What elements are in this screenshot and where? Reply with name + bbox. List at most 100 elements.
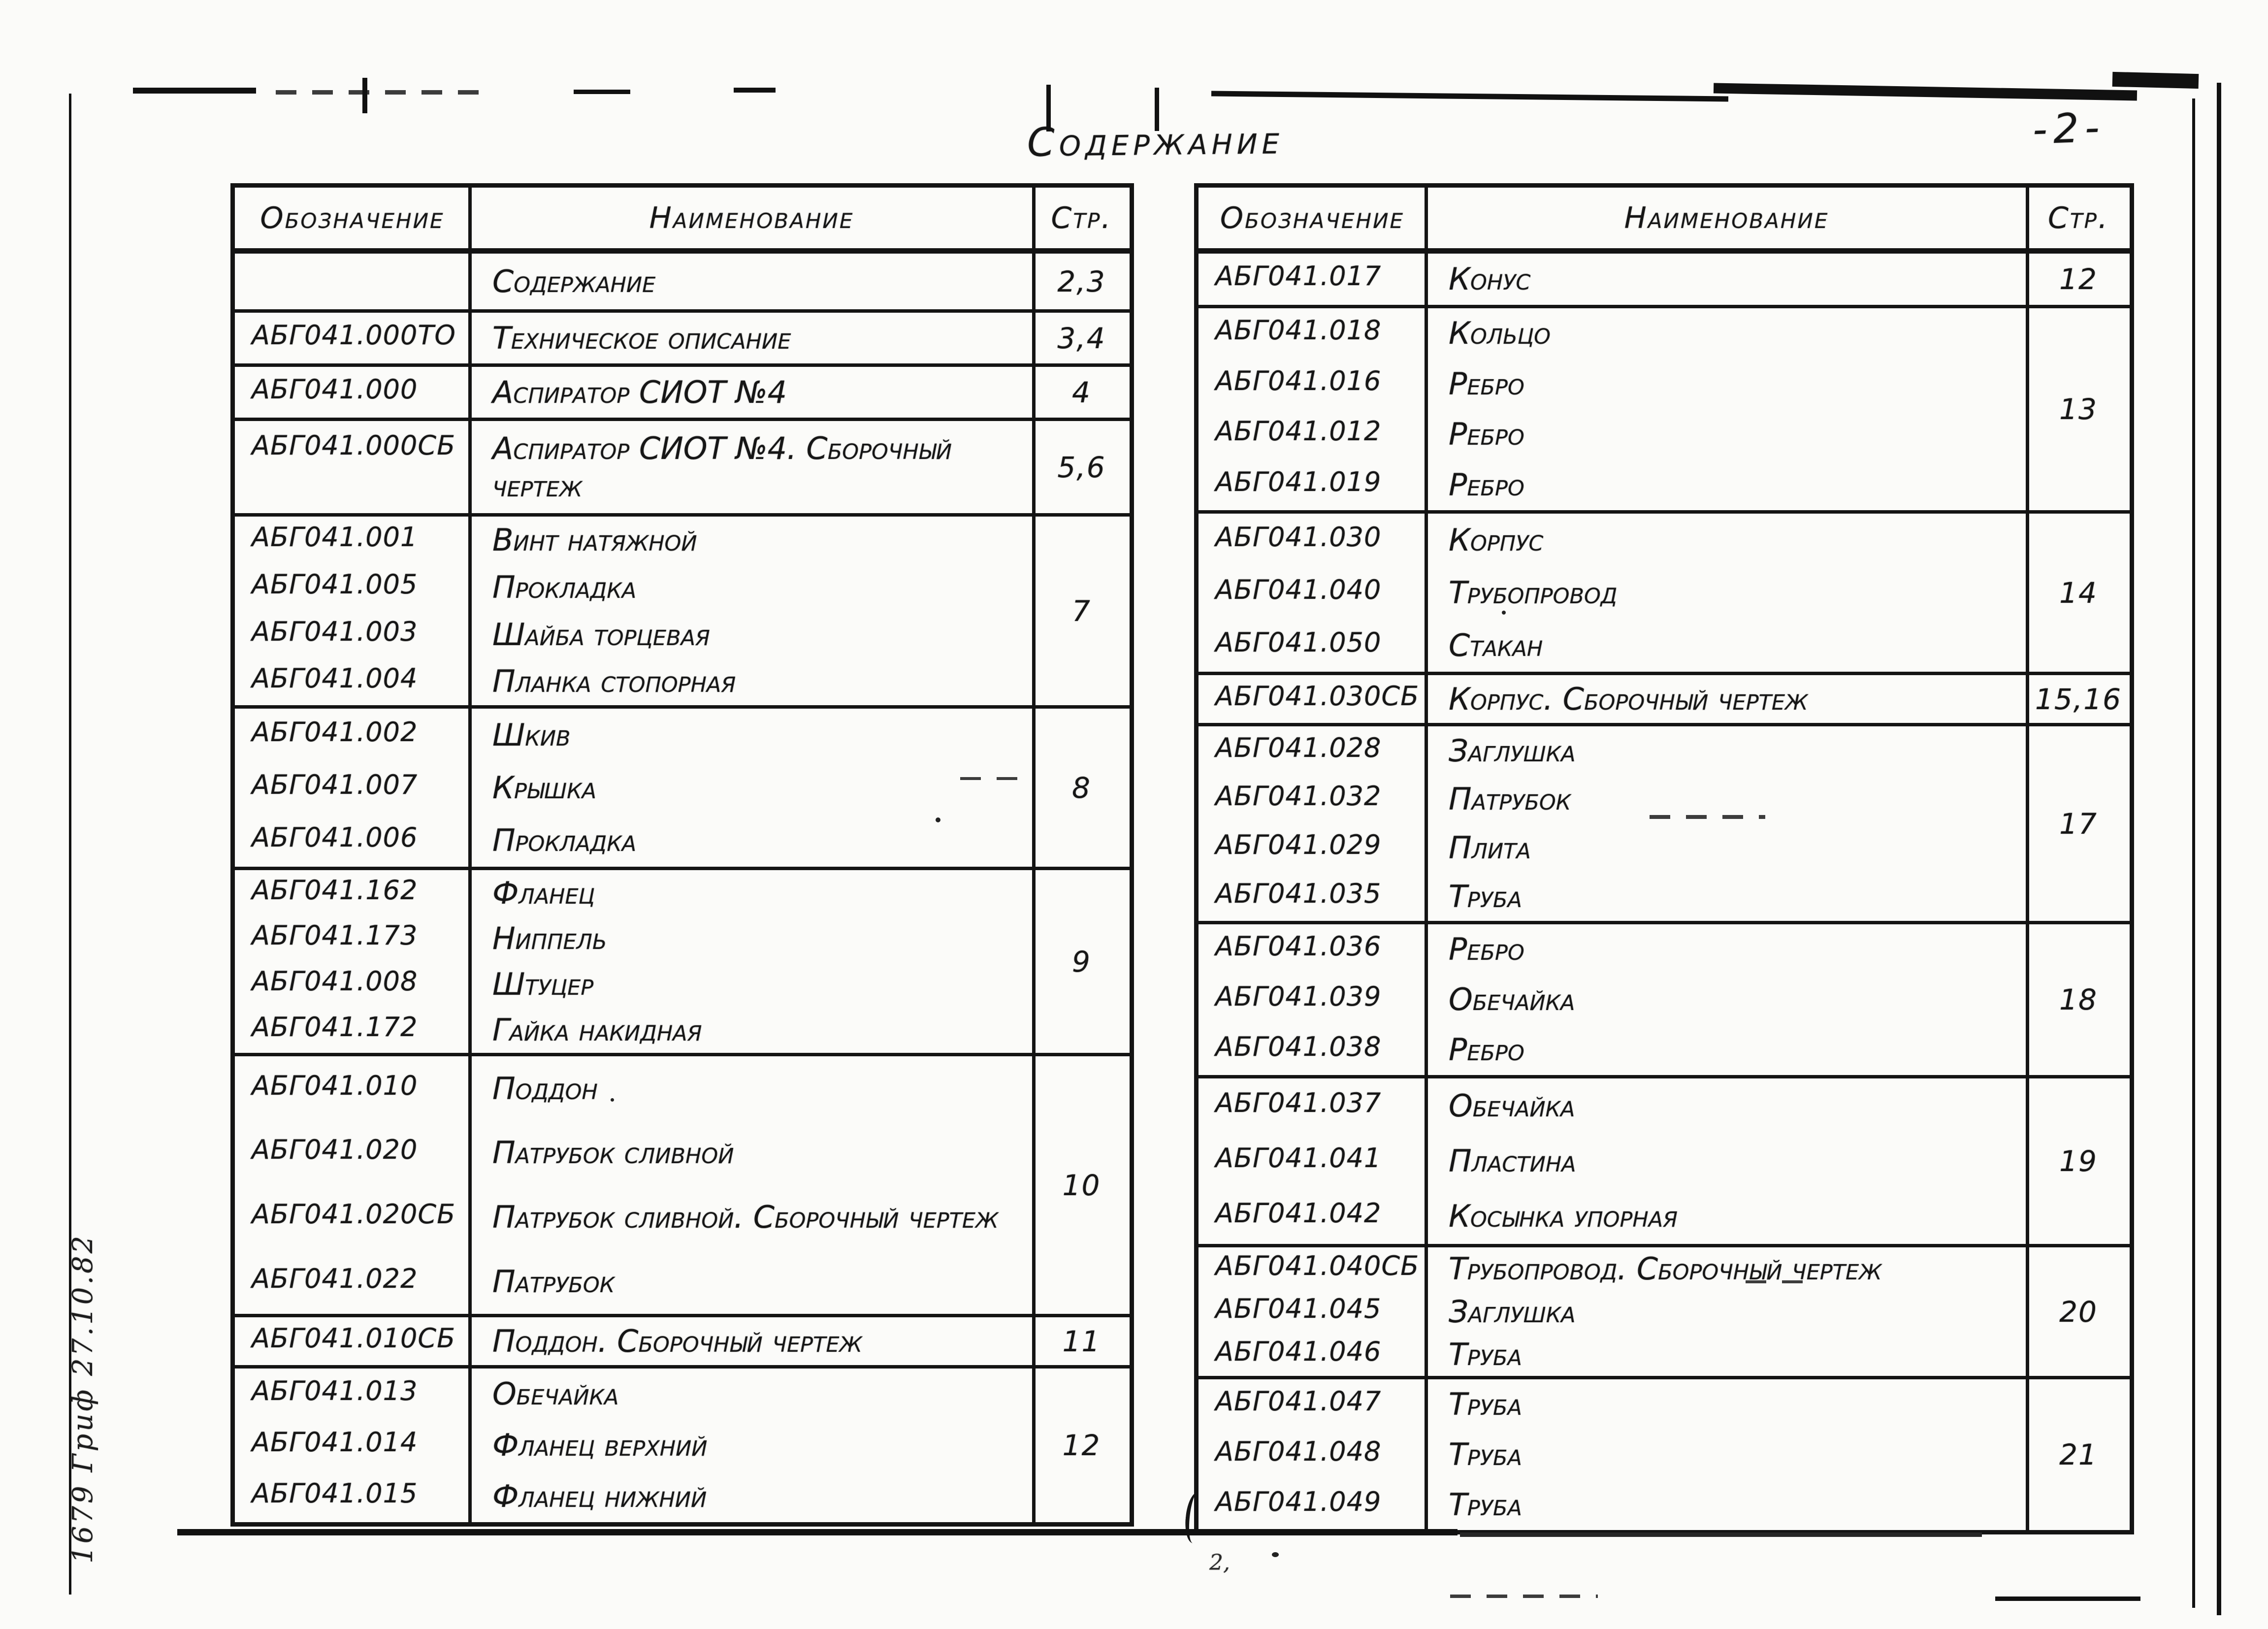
item-page: 20 bbox=[2059, 1295, 2098, 1329]
item-designation: АБГ041.015 bbox=[252, 1478, 418, 1509]
item-name: Заглушка bbox=[1449, 732, 1576, 769]
item-designation: АБГ041.008 bbox=[252, 966, 418, 997]
item-name: Ребро bbox=[1449, 1032, 1524, 1068]
item-page: 17 bbox=[2059, 807, 2098, 841]
toc-item: АБГ041.035 Труба bbox=[1199, 878, 2130, 915]
item-designation: АБГ041.049 bbox=[1215, 1486, 1382, 1518]
scan-artifact bbox=[1046, 85, 1051, 131]
item-name: Ребро bbox=[1449, 365, 1524, 402]
item-name: Поддон bbox=[492, 1070, 598, 1107]
table-row: АБГ041.002 Шкив АБГ041.007 Крышка АБГ041.006… bbox=[235, 705, 1130, 867]
toc-item: АБГ041.008 Штуцер bbox=[235, 966, 1130, 1003]
item-name: Труба bbox=[1449, 1487, 1522, 1523]
toc-item: АБГ041.029 Плита bbox=[1199, 829, 2130, 867]
item-designation: АБГ041.036 bbox=[1215, 931, 1382, 962]
item-name: Ребро bbox=[1449, 466, 1524, 503]
item-name: Содержание bbox=[492, 263, 656, 299]
item-designation: АБГ041.032 bbox=[1215, 781, 1382, 812]
item-page: 18 bbox=[2059, 983, 2098, 1016]
item-designation: АБГ041.005 bbox=[252, 568, 418, 600]
item-name: Обечайка bbox=[1449, 981, 1575, 1018]
column-divider bbox=[1032, 188, 1036, 1522]
item-name: Прокладка bbox=[492, 822, 637, 858]
bottom-rule bbox=[177, 1529, 1458, 1535]
toc-item: АБГ041.040СБ Трубопровод. Сборочный черте… bbox=[1199, 1250, 2130, 1288]
table-row: АБГ041.000ТО Техническое описание 3,4 bbox=[235, 309, 1130, 363]
item-designation: АБГ041.007 bbox=[252, 769, 418, 800]
item-designation: АБГ041.020 bbox=[252, 1134, 418, 1166]
item-name: Пластина bbox=[1449, 1143, 1576, 1179]
toc-item: АБГ041.013 Обечайка bbox=[235, 1375, 1130, 1413]
item-designation: АБГ041.000ТО bbox=[252, 319, 456, 351]
item-name: Труба bbox=[1449, 1436, 1522, 1473]
item-designation: АБГ041.018 bbox=[1215, 315, 1382, 346]
scan-artifact bbox=[1155, 88, 1159, 131]
item-designation: АБГ041.017 bbox=[1215, 261, 1382, 292]
page-number: -2- bbox=[2032, 104, 2106, 154]
table-header-row: Обозначение Наименование Стр. bbox=[1199, 188, 2130, 254]
toc-item: АБГ041.020СБ Патрубок сливной. Сборочный … bbox=[235, 1199, 1130, 1236]
item-page: 21 bbox=[2059, 1438, 2098, 1471]
item-name: Заглушка bbox=[1449, 1293, 1576, 1330]
margin-rule-right-outer bbox=[2217, 83, 2221, 1615]
item-name: Обечайка bbox=[1449, 1088, 1575, 1124]
scan-artifact bbox=[2112, 71, 2199, 89]
toc-item: АБГ041.030СБ Корпус. Сборочный чертеж bbox=[1199, 681, 2130, 718]
scan-smudge bbox=[1746, 1280, 1807, 1283]
scan-speck bbox=[1272, 1552, 1279, 1557]
item-name: Труба bbox=[1449, 878, 1522, 914]
item-designation: АБГ041.020СБ bbox=[252, 1199, 456, 1230]
item-name: Конус bbox=[1449, 261, 1531, 297]
item-name: Фланец bbox=[492, 875, 595, 911]
item-designation: АБГ041.039 bbox=[1215, 981, 1382, 1012]
toc-item: АБГ041.006 Прокладка bbox=[235, 822, 1130, 859]
item-name: Аспиратор СИОТ №4 bbox=[492, 374, 787, 410]
item-page: 8 bbox=[1072, 771, 1091, 805]
toc-item: АБГ041.048 Труба bbox=[1199, 1436, 2130, 1473]
toc-item: АБГ041.001 Винт натяжной bbox=[235, 521, 1130, 559]
scan-artifact bbox=[1995, 1596, 2140, 1601]
margin-rule-left bbox=[69, 94, 71, 1595]
toc-table-left: Обозначение Наименование Стр. Содержание… bbox=[230, 183, 1134, 1527]
item-name: Крышка bbox=[492, 769, 597, 806]
item-designation: АБГ041.172 bbox=[252, 1011, 418, 1043]
item-name: Труба bbox=[1449, 1336, 1522, 1372]
scan-artifact bbox=[362, 78, 367, 113]
item-page: 11 bbox=[1062, 1324, 1101, 1358]
item-designation: АБГ041.028 bbox=[1215, 732, 1382, 763]
item-designation: АБГ041.047 bbox=[1215, 1386, 1382, 1417]
table-row: АБГ041.036 Ребро АБГ041.039 Обечайка АБГ041.… bbox=[1199, 921, 2130, 1075]
item-page: 19 bbox=[2059, 1144, 2098, 1178]
scan-artifact bbox=[133, 88, 256, 94]
margin-rule-right bbox=[2192, 98, 2195, 1608]
toc-item: АБГ041.010СБ Поддон. Сборочный чертеж bbox=[235, 1323, 1130, 1360]
item-page: 13 bbox=[2059, 392, 2098, 426]
item-name: Фланец верхний bbox=[492, 1427, 708, 1464]
item-name: Штуцер bbox=[492, 966, 594, 1003]
toc-item: АБГ041.014 Фланец верхний bbox=[235, 1427, 1130, 1464]
toc-item: АБГ041.047 Труба bbox=[1199, 1386, 2130, 1423]
item-designation: АБГ041.014 bbox=[252, 1427, 418, 1458]
item-designation: АБГ041.010СБ bbox=[252, 1322, 456, 1354]
item-page: 3,4 bbox=[1057, 321, 1106, 355]
item-designation: АБГ041.012 bbox=[1215, 416, 1382, 447]
scan-artifact bbox=[1713, 83, 2138, 101]
toc-item: АБГ041.037 Обечайка bbox=[1199, 1087, 2130, 1125]
toc-item: Содержание bbox=[235, 263, 1130, 300]
scan-artifact bbox=[276, 90, 487, 95]
item-page: 10 bbox=[1062, 1168, 1101, 1202]
item-name: Плита bbox=[1449, 830, 1531, 866]
item-designation: АБГ041.016 bbox=[1215, 365, 1382, 396]
item-page: 5,6 bbox=[1057, 450, 1106, 484]
item-name: Косынка упорная bbox=[1449, 1198, 1678, 1235]
item-page: 9 bbox=[1072, 945, 1091, 978]
item-name: Трубопровод bbox=[1449, 574, 1618, 611]
item-designation: АБГ041.003 bbox=[252, 616, 418, 647]
item-name: Ребро bbox=[1449, 416, 1524, 453]
toc-item: АБГ041.039 Обечайка bbox=[1199, 981, 2130, 1018]
item-page: 4 bbox=[1072, 375, 1091, 409]
item-name: Прокладка bbox=[492, 569, 637, 605]
item-name: Обечайка bbox=[492, 1376, 619, 1412]
toc-item: АБГ041.173 Ниппель bbox=[235, 920, 1130, 957]
header-name: Наименование bbox=[1624, 200, 1829, 235]
